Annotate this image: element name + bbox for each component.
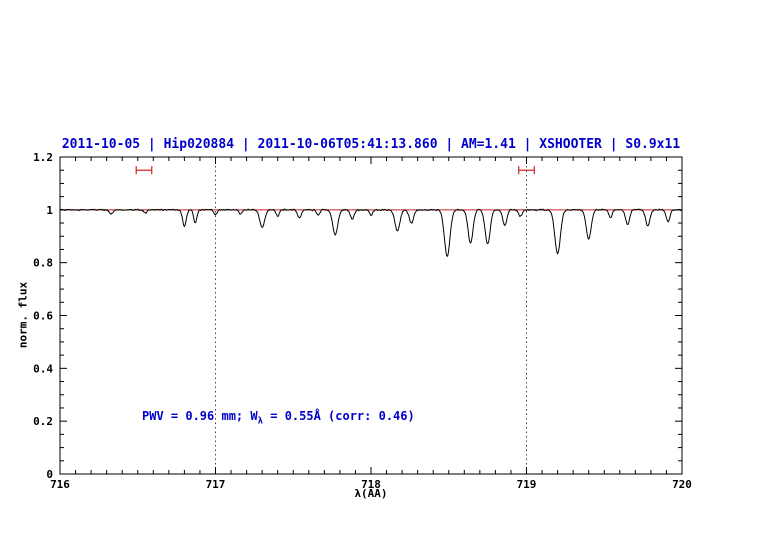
x-tick-label: 718 [361, 478, 381, 491]
y-tick-label: 1.2 [33, 151, 53, 164]
y-tick-label: 0.2 [33, 415, 53, 428]
x-tick-label: 720 [672, 478, 692, 491]
y-tick-label: 0.6 [33, 310, 53, 323]
pwv-annotation: PWV = 0.96 mm; Wλ = 0.55Å (corr: 0.46) [142, 409, 415, 426]
plot-title: 2011-10-05 | Hip020884 | 2011-10-06T05:4… [61, 137, 681, 152]
annotation-post: = 0.55Å (corr: 0.46) [263, 409, 415, 423]
y-tick-label: 0 [46, 468, 53, 481]
x-tick-label: 716 [50, 478, 70, 491]
x-tick-label: 719 [517, 478, 537, 491]
spectrum-path [59, 208, 683, 257]
plot-frame [59, 156, 683, 475]
x-tick-label: 717 [206, 478, 226, 491]
y-tick-label: 0.4 [33, 362, 53, 375]
x-axis-label: λ(AA) [354, 487, 388, 500]
y-axis-label: norm. flux [16, 281, 30, 349]
annotation-pre: PWV = 0.96 mm; W [142, 409, 258, 423]
annotation-lambda-subscript: λ [257, 416, 264, 427]
y-tick-label: 0.8 [33, 257, 53, 270]
y-tick-label: 1 [46, 204, 53, 217]
